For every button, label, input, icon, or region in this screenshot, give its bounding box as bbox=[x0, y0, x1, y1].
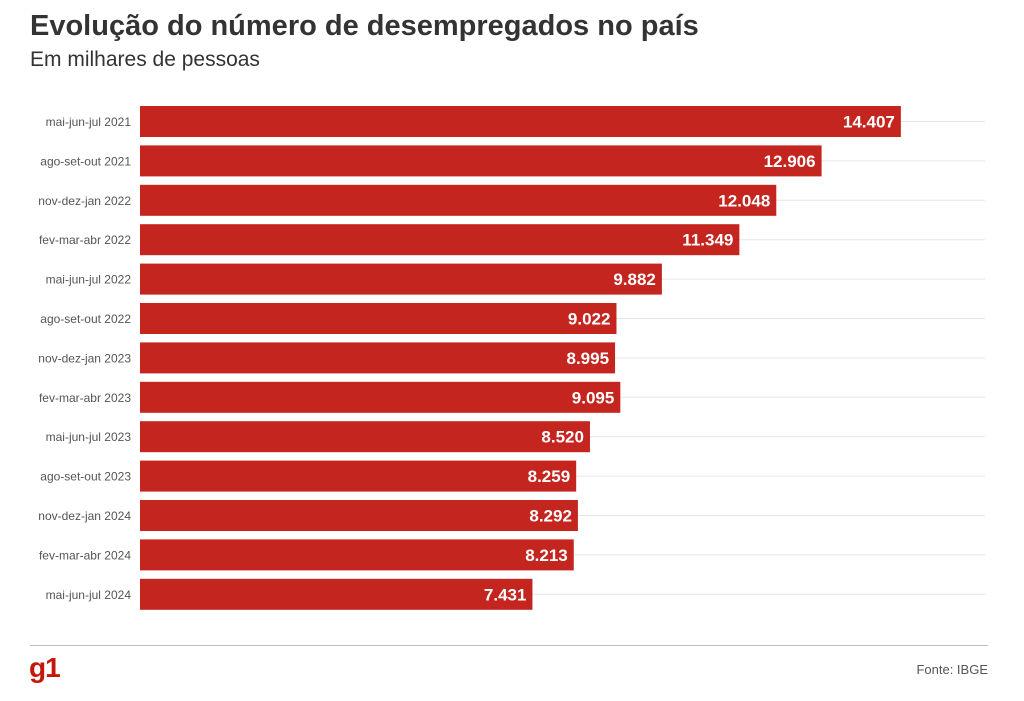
category-label: mai-jun-jul 2022 bbox=[46, 273, 132, 287]
value-label: 14.407 bbox=[843, 113, 895, 132]
category-label: mai-jun-jul 2021 bbox=[46, 115, 132, 129]
value-label: 8.520 bbox=[541, 428, 584, 447]
bar bbox=[140, 184, 777, 216]
category-label: fev-mar-abr 2024 bbox=[39, 548, 131, 562]
value-label: 8.213 bbox=[525, 546, 568, 565]
value-label: 8.292 bbox=[529, 507, 572, 526]
category-label: ago-set-out 2021 bbox=[40, 154, 131, 168]
value-label: 11.349 bbox=[682, 231, 733, 250]
value-label: 8.995 bbox=[567, 349, 610, 368]
chart-title: Evolução do número de desempregados no p… bbox=[30, 10, 699, 42]
bar bbox=[140, 303, 617, 334]
category-label: mai-jun-jul 2024 bbox=[46, 588, 132, 602]
value-label: 9.022 bbox=[568, 310, 611, 329]
value-label: 8.259 bbox=[528, 467, 571, 486]
bar bbox=[140, 460, 577, 492]
bar bbox=[140, 224, 740, 256]
bar bbox=[140, 539, 574, 571]
value-label: 7.431 bbox=[484, 585, 527, 604]
category-label: fev-mar-abr 2022 bbox=[39, 233, 131, 247]
bar bbox=[140, 500, 578, 531]
bar bbox=[140, 145, 822, 177]
g1-logo: g1 bbox=[29, 652, 61, 683]
bar-chart: mai-jun-jul 2021 14.407 ago-set-out 2021 12… bbox=[38, 106, 985, 610]
bar bbox=[140, 342, 616, 374]
bar bbox=[140, 381, 621, 413]
bar bbox=[140, 106, 901, 137]
bar bbox=[140, 421, 590, 453]
value-label: 9.095 bbox=[572, 388, 615, 407]
category-label: nov-dez-jan 2022 bbox=[38, 194, 131, 208]
category-label: nov-dez-jan 2023 bbox=[38, 351, 131, 365]
source-note: Fonte: IBGE bbox=[916, 662, 988, 677]
value-label: 12.906 bbox=[764, 152, 816, 171]
category-label: nov-dez-jan 2024 bbox=[38, 509, 131, 523]
chart-subtitle: Em milhares de pessoas bbox=[30, 48, 260, 71]
category-label: mai-jun-jul 2023 bbox=[46, 430, 132, 444]
category-label: ago-set-out 2023 bbox=[40, 470, 131, 484]
bar bbox=[140, 263, 662, 295]
category-label: fev-mar-abr 2023 bbox=[39, 391, 131, 405]
category-label: ago-set-out 2022 bbox=[40, 312, 131, 326]
value-label: 9.882 bbox=[613, 270, 656, 289]
bar bbox=[140, 578, 533, 610]
footer-divider bbox=[30, 645, 988, 646]
value-label: 12.048 bbox=[718, 191, 770, 210]
